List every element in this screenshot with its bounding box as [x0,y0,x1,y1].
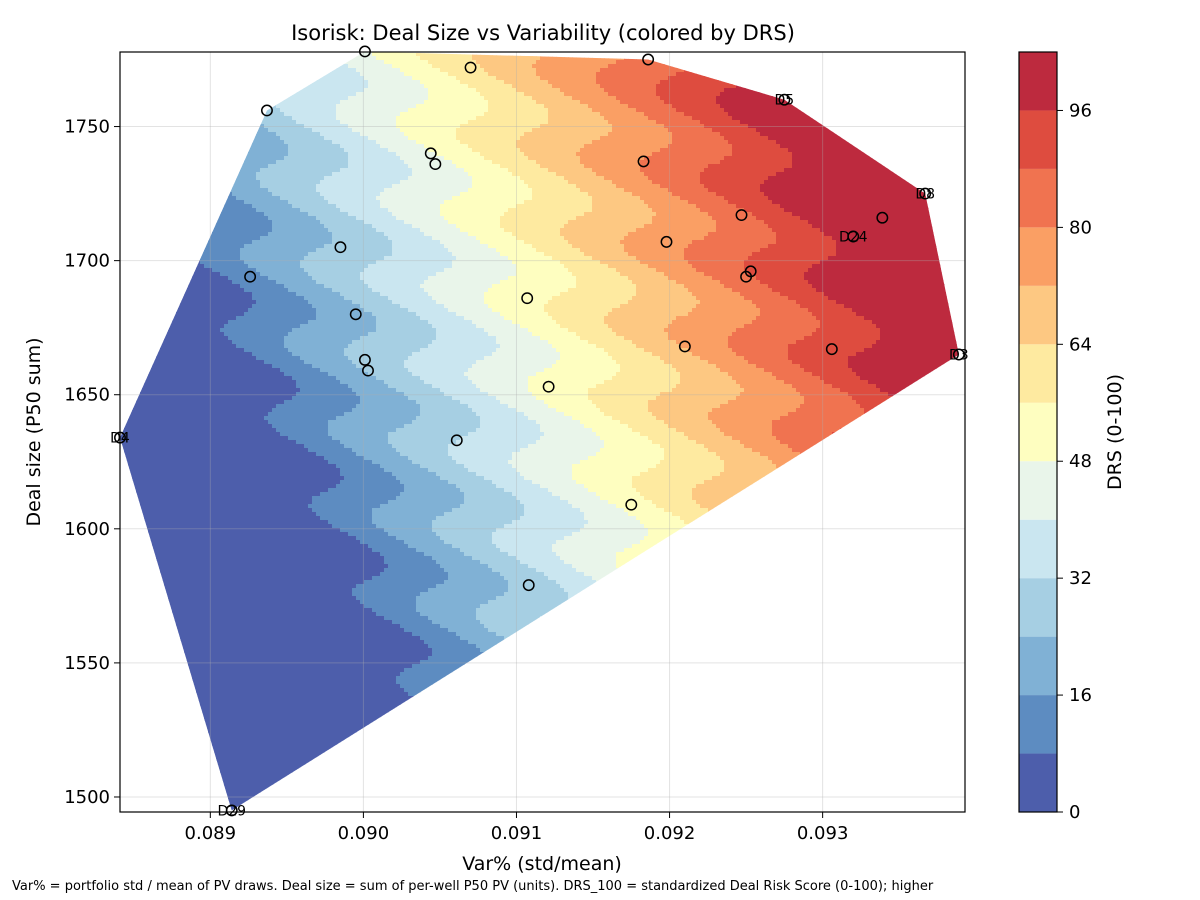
data-point [735,209,748,221]
data-point [522,579,535,592]
x-axis-label: Var% (std/mean) [462,853,622,875]
y-tick-label: 1500 [64,787,110,808]
point-label: D8 [915,187,935,203]
colorbar-band [1019,695,1057,754]
y-tick-label: 1700 [64,251,110,272]
y-tick-label: 1600 [64,519,110,540]
x-axis: 0.089 0.090 0.091 0.092 0.093 [185,812,849,844]
data-point [450,434,463,447]
data-point [625,498,638,511]
y-axis: 1500 1550 1600 1650 1700 1750 [64,117,120,808]
y-tick-label: 1650 [64,385,110,406]
colorbar-tick-label: 48 [1069,451,1092,472]
x-tick-label: 0.091 [491,823,543,844]
data-point [464,61,477,74]
data-point [349,308,362,321]
data-point [952,348,965,361]
chart-title: Isorisk: Deal Size vs Variability (color… [291,21,795,45]
x-tick-label: 0.092 [644,823,696,844]
x-tick-label: 0.089 [185,823,237,844]
colorbar-tick-label: 80 [1069,217,1092,238]
footnote: Var% = portfolio std / mean of PV draws.… [12,879,934,894]
colorbar-tick-label: 64 [1069,334,1092,355]
data-point [334,241,347,254]
data-point [358,353,371,366]
colorbar-band [1019,285,1057,345]
colorbar-band [1019,227,1057,286]
data-point [542,380,555,393]
point-label: D3 [949,347,969,363]
data-points [114,45,965,817]
colorbar-band [1019,578,1057,637]
colorbar: 0 16 32 48 64 80 96 DRS (0-100) [1018,51,1126,823]
x-tick-label: 0.090 [338,823,390,844]
point-label: D24 [839,230,868,246]
data-point [521,292,534,305]
data-point [678,340,691,353]
data-point [429,158,442,171]
colorbar-band [1019,52,1057,111]
data-point [261,104,273,117]
y-axis-label: Deal size (P50 sum) [23,337,45,526]
colorbar-ticks: 0 16 32 48 64 80 96 [1057,100,1092,823]
data-point [362,364,374,377]
data-point [225,804,238,817]
y-tick-label: 1550 [64,653,110,674]
colorbar-frame [1018,51,1058,813]
colorbar-bands [1019,52,1057,812]
colorbar-tick-label: 32 [1069,568,1092,589]
y-tick-label: 1750 [64,117,110,138]
colorbar-label: DRS (0-100) [1104,374,1126,490]
point-label: D5 [775,93,795,109]
data-point [825,343,838,356]
data-point [637,155,650,168]
data-point [660,235,673,248]
colorbar-tick-label: 0 [1069,802,1080,823]
data-point [876,211,889,224]
data-point [919,187,932,200]
colorbar-band [1019,168,1057,228]
contour-fill [120,52,959,811]
data-point [778,93,791,106]
x-tick-label: 0.093 [797,823,849,844]
data-point [847,230,860,243]
colorbar-band [1019,753,1057,812]
gridlines [120,52,965,812]
colorbar-tick-label: 16 [1069,685,1092,706]
colorbar-band [1019,519,1057,579]
colorbar-band [1019,344,1057,403]
colorbar-tick-label: 96 [1069,100,1092,121]
point-label: D29 [217,803,246,819]
plot-frame [119,51,966,813]
data-point [740,270,753,283]
colorbar-band [1019,402,1057,462]
colorbar-band [1019,461,1057,520]
data-point [244,270,257,283]
colorbar-band [1019,636,1057,696]
data-point [642,53,655,66]
data-point [424,147,437,160]
colorbar-band [1019,110,1057,169]
